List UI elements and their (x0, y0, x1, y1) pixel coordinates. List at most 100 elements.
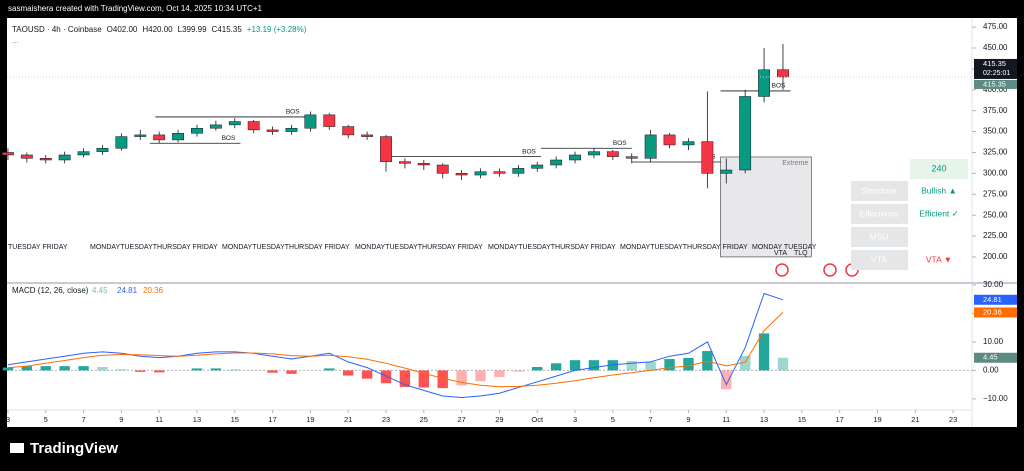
row-value: Bullish ▲ (921, 185, 957, 195)
row-label-box (851, 181, 908, 201)
session-label: MONDAYTUESDAYTHURSDAY FRIDAY (222, 244, 350, 251)
x-tick-label: 17 (836, 415, 844, 424)
histogram-bar (380, 370, 392, 384)
row-value-box (910, 204, 968, 224)
candle-body (285, 127, 298, 132)
price-label: 415.35 (983, 79, 1006, 88)
x-tick-label: 21 (911, 415, 919, 424)
candle-body (191, 127, 203, 134)
x-tick-label: 17 (268, 415, 276, 424)
candle-body (115, 136, 128, 149)
row-label-box (851, 227, 908, 247)
y-tick-label: 0.00 (983, 366, 999, 375)
x-tick-label: 5 (44, 415, 48, 424)
interval-box (910, 159, 968, 179)
histogram-bar (21, 366, 33, 371)
x-tick-label: 23 (382, 415, 390, 424)
candle-body (474, 171, 487, 176)
histogram-bar (475, 370, 486, 382)
countdown: 02:25:01 (983, 70, 1010, 77)
price-box (974, 79, 1017, 89)
candle-body (682, 141, 695, 146)
zone-label: Extreme (782, 160, 808, 167)
logo-mark (10, 443, 24, 453)
x-tick-label: 13 (193, 415, 201, 424)
histogram-bar (626, 361, 637, 371)
x-tick-label: 7 (649, 415, 653, 424)
row-value: VTA ▼ (926, 254, 952, 264)
row-label: Effeciency (859, 208, 899, 218)
y-tick-label: 400.00 (983, 85, 1008, 94)
candle-body (77, 151, 90, 156)
row-value-box (910, 227, 968, 247)
footer-logo[interactable]: TradingView (10, 440, 118, 457)
session-label: MONDAYTUESDAYTHURSDAY FRIDAY (355, 244, 483, 251)
candle-body (663, 134, 676, 146)
value-box (974, 352, 1017, 363)
flag-icon[interactable] (823, 263, 837, 277)
last-price: 415.35 (983, 59, 1006, 68)
histogram-bar (210, 368, 222, 371)
candle-body (398, 161, 411, 164)
row-value: Efficient ✓ (919, 208, 959, 218)
row-label-box (851, 204, 908, 224)
flag-icon[interactable] (775, 263, 789, 277)
candle-body (739, 96, 752, 171)
bos-label: BOS (222, 135, 236, 142)
candle-body (153, 134, 166, 141)
histogram-bar (418, 370, 430, 388)
value-box-label: 20.36 (983, 307, 1002, 316)
candle-body (209, 124, 222, 129)
y-tick-label: 250.00 (983, 210, 1008, 219)
candle-body (588, 151, 600, 156)
candle-body (606, 151, 619, 157)
candle-body (304, 114, 317, 129)
histogram-bar (2, 367, 14, 371)
indicator-value: 24.81 (117, 286, 138, 295)
histogram-bar (494, 370, 505, 377)
value-box-label: 24.81 (983, 295, 1002, 304)
candle-body (625, 156, 638, 159)
histogram-bar (513, 370, 524, 372)
histogram-bar (191, 368, 203, 371)
histogram-bar (664, 359, 675, 371)
histogram-bar (777, 357, 789, 371)
x-tick-label: 3 (573, 415, 577, 424)
candle-body (172, 132, 184, 141)
histogram-bar (721, 370, 732, 390)
symbol-legend: H420.00 (142, 25, 173, 34)
x-tick-label: 29 (495, 415, 503, 424)
histogram-bar (324, 368, 335, 371)
extreme-zone (720, 156, 812, 258)
candle-body (380, 136, 392, 162)
symbol-legend: O402.00 (107, 25, 138, 34)
x-tick-label: 27 (457, 415, 465, 424)
y-tick-label: 200.00 (983, 252, 1008, 261)
symbol-legend: C415.35 (212, 25, 243, 34)
histogram-bar (135, 370, 146, 372)
row-label: Structure (862, 185, 897, 195)
row-value-box (910, 250, 968, 270)
histogram-bar (683, 357, 694, 371)
x-tick-label: 15 (798, 415, 806, 424)
macd-line (7, 292, 784, 399)
x-tick-label: 7 (81, 415, 85, 424)
candle-body (134, 134, 147, 137)
candle-body (228, 121, 241, 126)
chart-area (7, 18, 1017, 427)
symbol-legend: +13.19 (+3.28%) (247, 25, 307, 34)
y-tick-label: 450.00 (983, 43, 1008, 52)
y-tick-label: 225.00 (983, 231, 1008, 240)
x-tick-label: 3 (6, 415, 10, 424)
histogram-bar (532, 367, 543, 371)
candle-body (512, 168, 525, 174)
histogram-bar (343, 370, 354, 376)
y-tick-label: 325.00 (983, 148, 1008, 157)
session-label: MONDAY TUESDAY (752, 244, 817, 251)
candle-body (96, 148, 109, 152)
session-label: MONDAYTUESDAYTHURSDAY FRIDAY (620, 244, 748, 251)
histogram-bar (739, 355, 751, 371)
candle-body (266, 129, 279, 132)
more-indicator: ... (12, 36, 19, 45)
